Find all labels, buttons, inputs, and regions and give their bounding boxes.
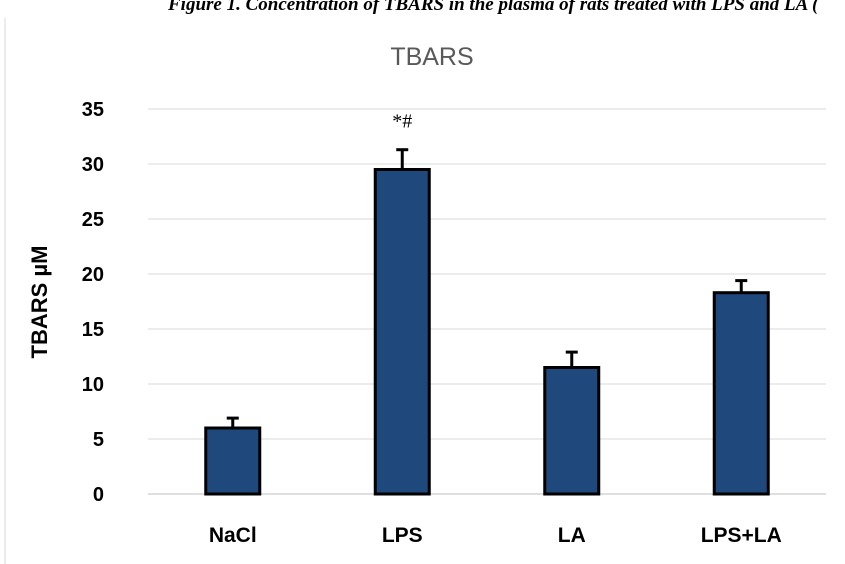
y-tick-label-35: 35 <box>82 99 104 121</box>
x-category-labels: NaCl LPS LA LPS+LA <box>209 524 782 547</box>
x-category-label-lps-la: LPS+LA <box>701 524 782 547</box>
bar-lps-la <box>712 291 770 496</box>
y-tick-label-25: 25 <box>82 209 104 231</box>
y-tick-label-20: 20 <box>82 264 104 286</box>
x-category-label-la: LA <box>558 524 586 547</box>
y-tick-labels: 0 5 10 15 20 25 30 35 <box>82 99 104 506</box>
y-tick-label-30: 30 <box>82 154 104 176</box>
bar-lps <box>373 168 431 496</box>
y-tick-label-10: 10 <box>82 374 104 396</box>
figure-caption: Figure 1. Concentration of TBARS in the … <box>167 0 820 15</box>
bars <box>204 148 770 496</box>
annotations: *# <box>392 111 412 133</box>
chart-title: TBARS <box>390 43 473 71</box>
y-tick-label-0: 0 <box>93 484 104 506</box>
x-category-label-lps: LPS <box>382 524 423 547</box>
y-tick-label-15: 15 <box>82 319 104 341</box>
annotation-lps: *# <box>392 111 412 133</box>
x-category-label-nacl: NaCl <box>209 524 257 547</box>
bar-la <box>543 366 601 496</box>
y-axis-label: TBARS µM <box>27 246 52 359</box>
bar-nacl <box>204 426 262 496</box>
y-tick-label-5: 5 <box>93 429 104 451</box>
